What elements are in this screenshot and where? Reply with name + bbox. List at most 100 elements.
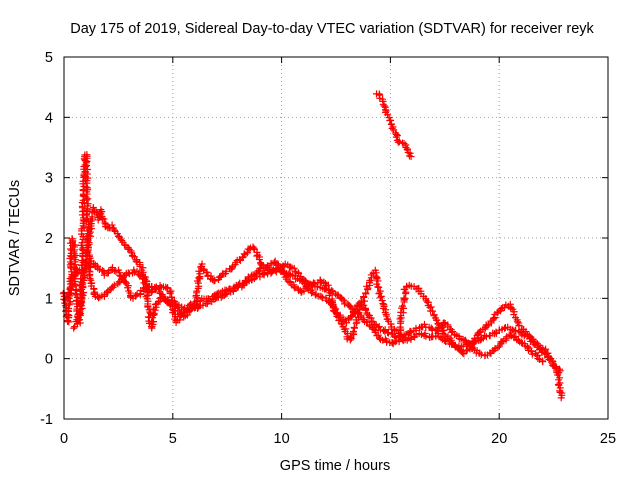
data-point-marker [290,264,298,272]
data-point-marker [447,336,455,344]
data-point-marker [180,309,188,317]
data-point-marker [405,152,413,160]
data-point-marker [268,267,276,275]
data-point-marker [121,278,129,286]
data-point-marker [377,292,385,300]
data-point-marker [501,324,509,332]
data-point-marker [512,326,520,334]
x-tick-label: 20 [491,431,507,447]
x-tick-label: 15 [382,431,398,447]
data-point-marker [66,285,74,293]
data-point-marker [86,275,94,283]
y-tick-label: 2 [45,231,53,247]
data-point-marker [311,280,319,288]
y-tick-label: 3 [45,171,53,187]
data-point-marker [307,289,315,297]
data-point-marker [195,274,203,282]
data-point-marker [497,304,505,312]
data-point-marker [277,263,285,271]
data-point-marker [387,116,395,124]
data-point-marker [360,301,368,309]
data-point-marker [527,347,535,355]
data-point-marker [64,318,72,326]
data-point-marker [222,290,230,298]
data-point-marker [557,394,565,402]
data-point-marker [281,268,289,276]
y-tick-label: 0 [45,352,53,368]
data-point-marker [518,339,526,347]
data-point-marker [68,237,76,245]
data-point-marker [84,230,92,238]
data-point-marker [506,331,514,339]
data-point-marker [392,133,400,141]
data-point-marker [150,318,158,326]
data-point-marker [166,300,174,308]
x-tick-label: 25 [600,431,616,447]
data-point-marker [397,333,405,341]
data-point-marker [279,268,287,276]
data-point-marker [82,211,90,219]
data-point-marker [461,337,469,345]
data-point-marker [118,237,126,245]
data-point-marker [380,102,388,110]
x-axis-label: GPS time / hours [280,458,390,474]
data-point-marker [168,293,176,301]
data-point-marker [287,263,295,271]
data-point-marker [400,294,408,302]
data-point-marker [512,333,520,341]
data-point-marker [378,296,386,304]
data-point-marker [407,334,415,342]
data-point-marker [523,343,531,351]
data-point-marker [349,328,357,336]
data-point-marker [141,275,149,283]
data-point-marker [440,319,448,327]
data-point-marker [388,124,396,132]
data-point-marker [255,256,263,264]
data-point-marker [147,283,155,291]
data-point-marker [154,298,162,306]
data-point-marker [316,277,324,285]
data-point-marker [534,354,542,362]
data-point-marker [78,278,86,286]
data-point-marker [240,250,248,258]
y-tick-label: 1 [45,291,53,307]
plot-frame [63,56,609,420]
data-point-marker [396,315,404,323]
x-tick-label: 10 [274,431,290,447]
data-point-marker [155,285,163,293]
axis-ticks: 0 5 10 15 20 25 -1 0 1 2 3 4 5 [40,50,616,447]
data-point-marker [347,313,355,321]
data-points [59,90,566,402]
y-axis-label: SDTVAR / TECUs [7,180,23,296]
data-point-marker [318,293,326,301]
data-point-marker [90,259,98,267]
data-point-marker [98,215,106,223]
x-tick-label: 0 [60,431,68,447]
data-point-marker [110,226,118,234]
data-point-marker [65,305,73,313]
series-track-c [64,257,547,366]
data-point-marker [395,138,403,146]
data-point-marker [262,264,270,272]
data-point-marker [429,307,437,315]
data-point-marker [83,161,91,169]
data-point-marker [475,328,483,336]
data-point-marker [83,233,91,241]
data-point-marker [267,259,275,267]
data-point-marker [152,286,160,294]
y-tick-label: 4 [45,110,53,126]
data-point-marker [539,358,547,366]
data-point-marker [463,340,471,348]
data-point-marker [374,277,382,285]
data-point-marker [192,292,200,300]
data-point-marker [83,179,91,187]
data-point-marker [351,306,359,314]
data-point-marker [273,260,281,268]
data-point-marker [375,322,383,330]
data-point-marker [528,350,536,358]
x-tick-label: 5 [169,431,177,447]
data-point-marker [544,349,552,357]
data-point-marker [124,284,132,292]
data-point-marker [350,323,358,331]
